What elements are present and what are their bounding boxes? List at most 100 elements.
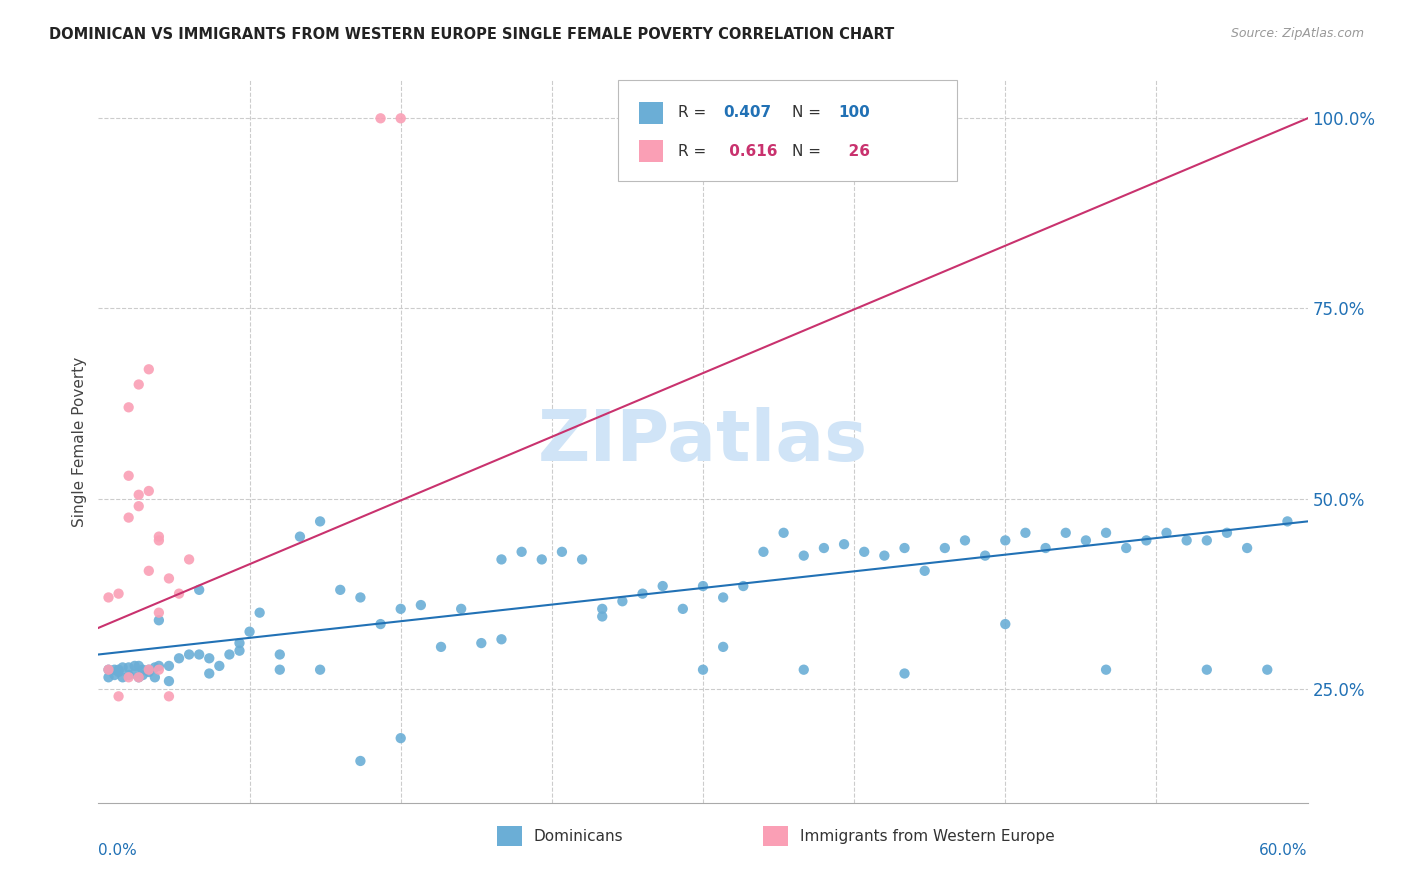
Point	[389, 602, 412, 616]
Point	[1216, 525, 1239, 540]
Point	[179, 552, 201, 566]
Point	[198, 651, 221, 665]
Point	[107, 665, 129, 679]
Point	[953, 533, 976, 548]
Text: Immigrants from Western Europe: Immigrants from Western Europe	[800, 829, 1054, 844]
Bar	[498, 826, 522, 847]
Point	[249, 606, 271, 620]
Text: DOMINICAN VS IMMIGRANTS FROM WESTERN EUROPE SINGLE FEMALE POVERTY CORRELATION CH: DOMINICAN VS IMMIGRANTS FROM WESTERN EUR…	[49, 27, 894, 42]
Point	[188, 582, 211, 597]
Point	[813, 541, 835, 555]
Point	[591, 609, 613, 624]
Point	[389, 112, 412, 126]
Point	[118, 510, 141, 524]
Point	[389, 731, 412, 746]
Point	[651, 579, 673, 593]
Point	[111, 670, 134, 684]
Point	[793, 549, 815, 563]
Point	[228, 643, 250, 657]
Point	[711, 591, 734, 605]
Point	[1277, 515, 1299, 529]
Point	[329, 582, 352, 597]
Point	[1135, 533, 1157, 548]
Point	[711, 640, 734, 654]
Point	[128, 377, 150, 392]
Point	[491, 552, 513, 566]
Point	[97, 670, 120, 684]
Point	[1156, 525, 1178, 540]
Point	[118, 670, 141, 684]
Point	[128, 488, 150, 502]
Point	[571, 552, 593, 566]
Text: Source: ZipAtlas.com: Source: ZipAtlas.com	[1230, 27, 1364, 40]
Text: N =: N =	[793, 144, 827, 159]
Point	[631, 587, 654, 601]
Point	[103, 668, 125, 682]
Point	[132, 663, 155, 677]
Point	[1095, 663, 1118, 677]
Point	[1014, 525, 1036, 540]
Point	[239, 624, 262, 639]
Point	[1195, 533, 1218, 548]
Text: 0.616: 0.616	[724, 144, 778, 159]
Point	[107, 663, 129, 677]
Point	[198, 666, 221, 681]
Point	[349, 591, 371, 605]
Point	[218, 648, 240, 662]
Bar	[763, 826, 787, 847]
Point	[138, 665, 160, 679]
Text: R =: R =	[678, 144, 710, 159]
Point	[128, 659, 150, 673]
Point	[1115, 541, 1137, 555]
Text: 26: 26	[838, 144, 870, 159]
Point	[118, 660, 141, 674]
Point	[179, 648, 201, 662]
Point	[530, 552, 553, 566]
Point	[793, 663, 815, 677]
Point	[118, 668, 141, 682]
Point	[138, 663, 160, 677]
Point	[128, 499, 150, 513]
Point	[138, 362, 160, 376]
Point	[692, 579, 714, 593]
Point	[148, 530, 170, 544]
Point	[124, 666, 146, 681]
Point	[430, 640, 453, 654]
Point	[1095, 525, 1118, 540]
Point	[188, 648, 211, 662]
Point	[269, 663, 291, 677]
Point	[934, 541, 956, 555]
Point	[1074, 533, 1097, 548]
Point	[124, 659, 146, 673]
Point	[914, 564, 936, 578]
Point	[103, 663, 125, 677]
Point	[138, 564, 160, 578]
Text: 0.407: 0.407	[724, 105, 772, 120]
Point	[97, 591, 120, 605]
Point	[409, 598, 432, 612]
Point	[1054, 525, 1077, 540]
Point	[228, 636, 250, 650]
Point	[591, 602, 613, 616]
Point	[107, 690, 129, 704]
FancyBboxPatch shape	[619, 80, 957, 181]
Point	[157, 674, 180, 689]
Point	[612, 594, 634, 608]
Point	[1175, 533, 1198, 548]
Point	[370, 112, 392, 126]
Point	[491, 632, 513, 647]
Point	[672, 602, 695, 616]
Point	[118, 468, 141, 483]
Point	[138, 663, 160, 677]
Bar	[638, 102, 664, 124]
Point	[148, 606, 170, 620]
Point	[309, 663, 332, 677]
Point	[157, 690, 180, 704]
Point	[288, 530, 311, 544]
Point	[148, 663, 170, 677]
Point	[832, 537, 855, 551]
Point	[111, 660, 134, 674]
Point	[1256, 663, 1278, 677]
Text: R =: R =	[678, 105, 710, 120]
Point	[97, 663, 120, 677]
